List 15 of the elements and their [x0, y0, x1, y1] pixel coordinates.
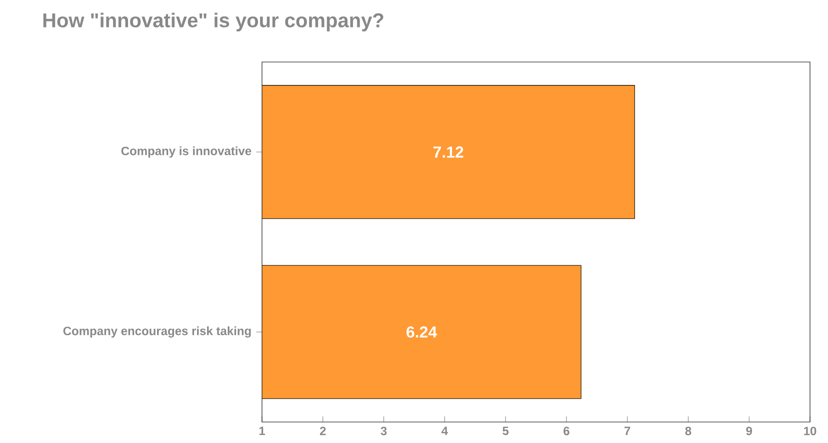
x-tick-label: 1	[259, 426, 265, 435]
x-tick-label: 8	[685, 426, 692, 436]
x-tick-label: 9	[746, 426, 752, 436]
chart-title: How "innovative" is your company?	[43, 12, 384, 32]
data-label: 6.24	[406, 326, 438, 338]
x-tick-label: 10	[804, 426, 816, 436]
x-tick-label: 7	[624, 426, 630, 435]
y-tick-label: Company encourages risk taking	[63, 326, 251, 338]
x-tick-label: 5	[502, 426, 509, 436]
x-tick-label: 3	[380, 426, 387, 436]
y-tick-label: Company is innovative	[121, 146, 252, 158]
data-label: 7.12	[433, 146, 464, 158]
x-tick-label: 4	[442, 426, 448, 435]
x-tick-label: 2	[320, 426, 326, 436]
x-tick-label: 6	[564, 426, 570, 436]
